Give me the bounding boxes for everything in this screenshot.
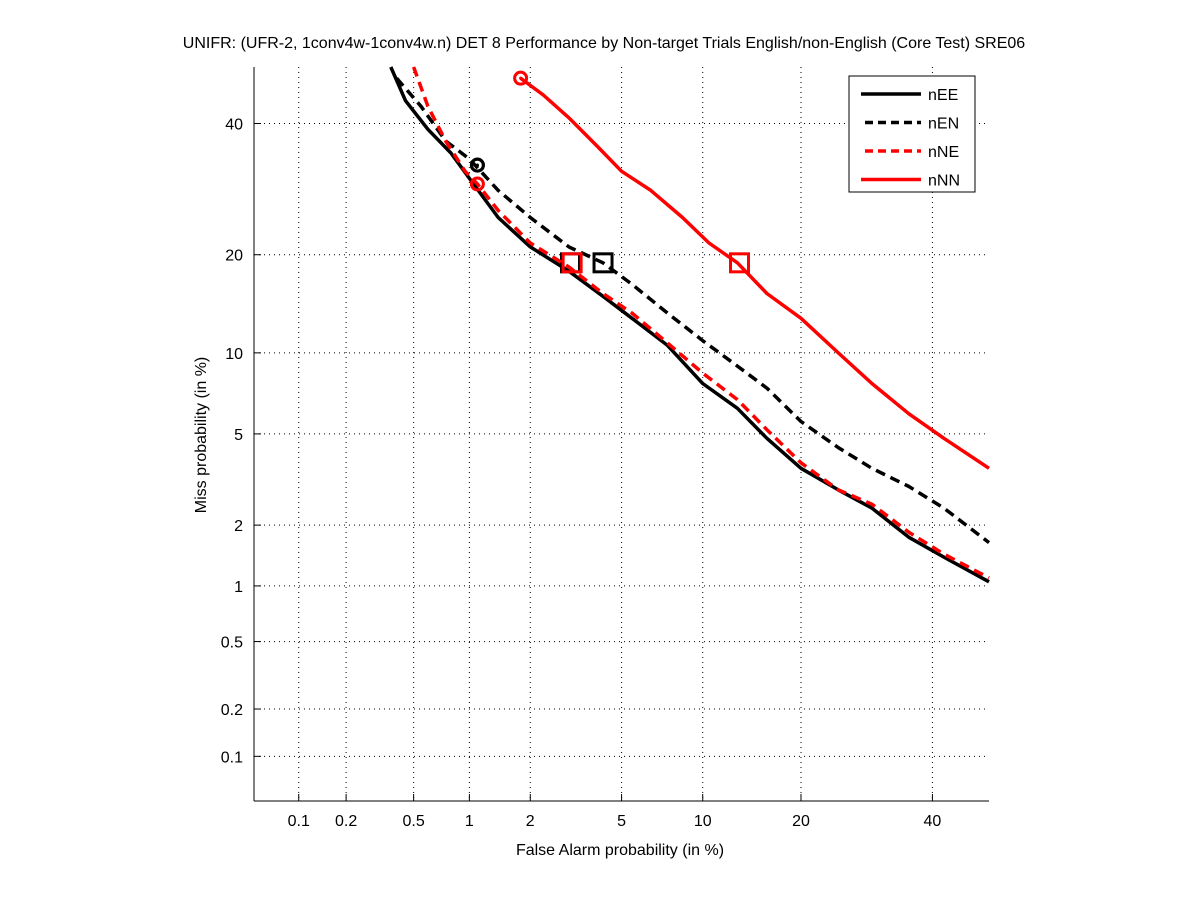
eer-marker-nen [592,252,614,274]
legend-label-nen: nEN [928,116,959,133]
y-tick-label: 0.2 [221,702,243,719]
min-dcf-marker-nne [469,176,485,192]
y-tick-label: 0.5 [221,635,243,652]
x-tick-label: 40 [924,813,942,830]
x-tick-label: 0.5 [403,813,425,830]
legend-label-nne: nNE [928,144,959,161]
eer-marker-nnn [729,252,751,274]
chart-title: UNIFR: (UFR-2, 1conv4w-1conv4w.n) DET 8 … [183,35,1026,52]
y-tick-label: 5 [234,427,243,444]
x-tick-label: 5 [617,813,626,830]
y-tick-label: 20 [225,248,243,265]
y-tick-label: 1 [234,579,243,596]
min-dcf-marker-nen [469,157,485,173]
series-line-nne [411,66,990,580]
x-tick-label: 10 [694,813,712,830]
y-axis-label: Miss probability (in %) [193,357,210,513]
y-tick-label: 0.1 [221,749,243,766]
legend-label-nnn: nNN [928,173,960,190]
x-tick-label: 1 [465,813,474,830]
min-dcf-dot-nne [475,182,479,186]
x-ticks: 0.1 0.2 0.5 1 2 5 10 20 40 [288,794,942,830]
y-tick-label: 10 [225,346,243,363]
x-tick-label: 0.1 [288,813,310,830]
x-tick-label: 0.2 [335,813,357,830]
y-tick-label: 2 [234,518,243,535]
y-ticks: 0.1 0.2 0.5 1 2 5 10 20 40 [221,117,261,766]
legend: nEE nEN nNE nNN [848,75,976,193]
eer-marker-nne [561,252,583,274]
legend-label-nee: nEE [928,87,958,104]
x-tick-label: 20 [792,813,810,830]
y-tick-label: 40 [225,117,243,134]
x-axis-label: False Alarm probability (in %) [516,842,724,859]
x-tick-label: 2 [526,813,535,830]
min-dcf-dot-nnn [519,76,523,80]
series-group [389,66,991,584]
min-dcf-marker-nnn [513,70,529,86]
min-dcf-dot-nen [475,163,479,167]
series-line-nnn [519,76,990,470]
